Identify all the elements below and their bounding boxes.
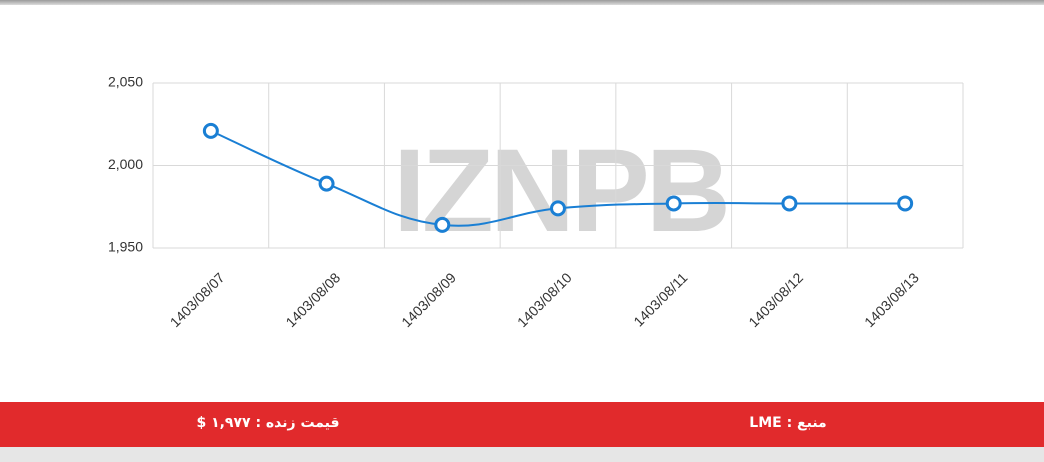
point (434, 216, 451, 233)
source: منبع : LME (749, 415, 827, 431)
bottom-bar (0, 447, 1044, 462)
point (318, 175, 335, 192)
x-tick-label: 1403/08/07 (167, 269, 228, 330)
x-tick-label: 1403/08/13 (861, 269, 922, 330)
point (665, 195, 682, 212)
y-tick-label: 2,050 (108, 74, 143, 90)
x-tick-label: 1403/08/08 (282, 269, 343, 330)
point (202, 122, 219, 139)
y-tick-label: 2,000 (108, 156, 143, 172)
point (781, 195, 798, 212)
live-price: قیمت زنده : ۱,۹۷۷ $ (196, 415, 340, 431)
watermark: IZNPB (393, 125, 727, 257)
top-bar (0, 0, 1044, 5)
footer-bar: قیمت زنده : ۱,۹۷۷ $ منبع : LME (0, 402, 1044, 447)
y-tick-label: 1,950 (108, 239, 143, 255)
x-tick-label: 1403/08/12 (745, 269, 806, 330)
point (550, 200, 566, 217)
x-tick-label: 1403/08/09 (398, 269, 459, 330)
x-tick-label: 1403/08/10 (514, 269, 575, 330)
x-tick-label: 1403/08/11 (630, 269, 690, 329)
chart: IZNPB 1,950 2,000 2,050 1403/08/07 1403/08/0… (108, 74, 964, 330)
point (897, 195, 914, 212)
